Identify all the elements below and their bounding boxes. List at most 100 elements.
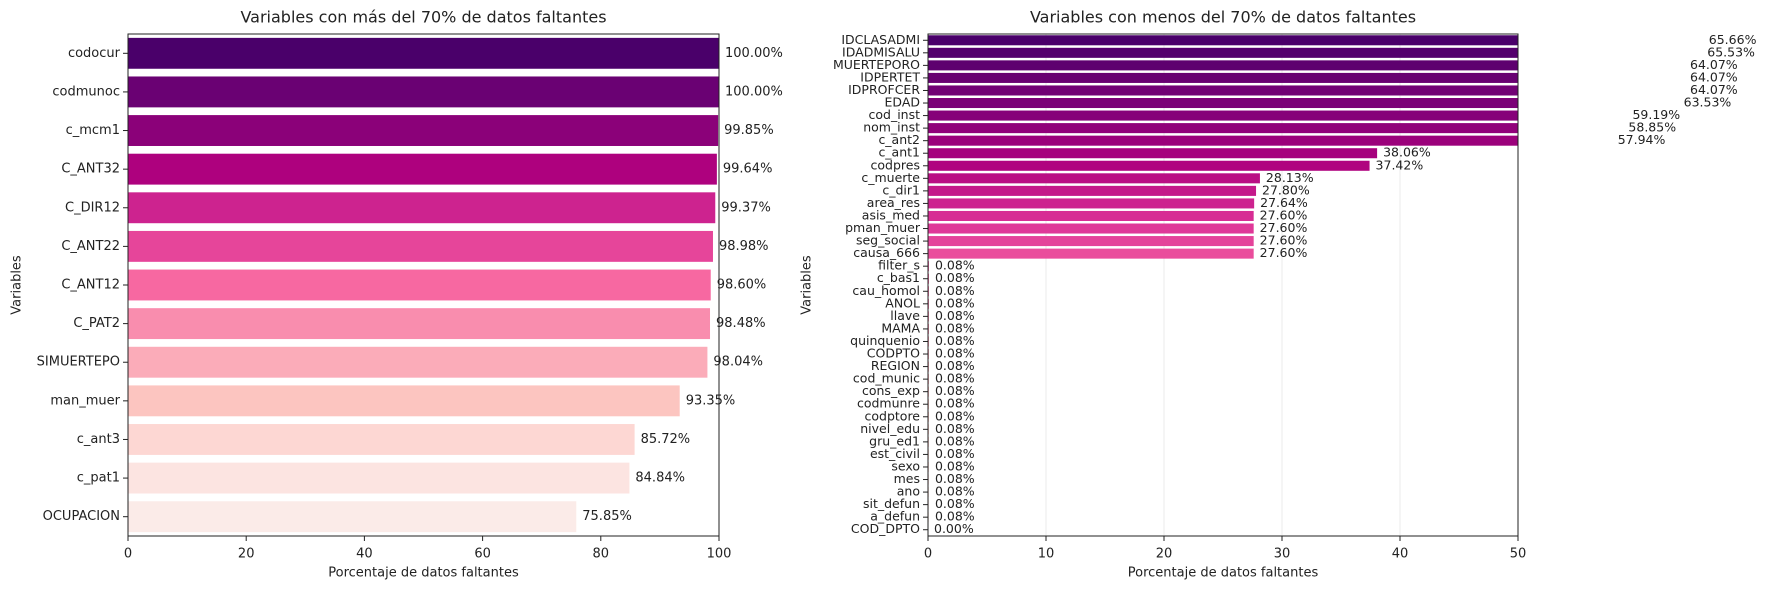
bars [128,37,719,533]
y-tick-label: IDCLASADMI [841,32,920,47]
value-label: 0.08% [935,446,975,461]
value-label: 98.60% [717,278,767,293]
y-tick-label: C_ANT32 [61,162,120,177]
y-tick-label: ano [897,484,920,499]
y-tick-label: codpres [871,157,920,172]
bar [128,230,713,262]
y-tick-label: mes [894,471,920,486]
value-label: 98.04% [713,355,763,370]
y-tick-label: IDPERTET [860,69,920,84]
value-label: 0.08% [935,358,975,373]
x-tick-label: 20 [238,547,255,562]
y-tick-label: c_mcm1 [66,123,120,138]
bar [928,198,1255,209]
bar [128,462,630,494]
x-axis-label: Porcentaje de datos faltantes [1128,566,1319,581]
y-tick-label: C_ANT12 [61,278,120,293]
y-tick-label: c_ant3 [77,432,120,447]
bar [928,236,1254,247]
bar [928,72,1518,83]
value-label: 0.08% [935,258,975,273]
y-tick-label: nivel_edu [860,421,920,436]
value-label: 99.37% [721,200,771,215]
y-tick-label: quinquenio [850,333,920,348]
axes-frame [127,33,720,537]
value-label: 0.00% [934,521,974,536]
bar [128,385,680,417]
value-label: 0.08% [935,320,975,335]
y-tick-label: C_PAT2 [73,316,120,331]
x-tick-label: 0 [924,547,932,562]
bar [928,210,1254,221]
value-label: 64.07% [1690,57,1738,72]
value-label: 98.48% [716,316,766,331]
bar [128,269,711,301]
y-tick-label: ANOL [885,295,920,310]
y-tick-label: codmunoc [52,84,120,99]
x-tick-label: 50 [1510,547,1527,562]
y-tick-label: codocur [68,46,121,61]
y-tick-label: cau_homol [852,283,920,298]
y-tick-label: EDAD [885,95,920,110]
value-label: 0.08% [935,433,975,448]
value-label: 100.00% [725,84,783,99]
value-label: 0.08% [935,346,975,361]
value-label: 0.08% [935,484,975,499]
x-tick-label: 40 [356,547,373,562]
bar [128,76,719,108]
x-axis-label: Porcentaje de datos faltantes [328,566,519,581]
value-label: 58.85% [1628,120,1676,135]
y-tick-label: IDADMISALU [842,44,920,59]
y-tick-label: MUERTEPORO [833,57,920,72]
value-label: 0.08% [935,308,975,323]
y-tick-label: filter_s [878,258,920,273]
value-label: 84.84% [635,471,685,486]
y-tick-label: man_muer [50,393,120,408]
value-label: 63.53% [1684,95,1732,110]
value-label: 27.64% [1260,195,1308,210]
bar [928,47,1518,58]
bar [928,123,1518,134]
axes-frame [927,33,1519,537]
value-label: 0.08% [935,371,975,386]
value-label: 0.08% [935,396,975,411]
value-label: 100.00% [725,46,783,61]
value-label: 99.64% [723,162,773,177]
bars [928,35,1518,523]
x-tick-label: 40 [1392,547,1409,562]
bar [928,248,1254,259]
bar [128,501,577,533]
bar [928,110,1518,121]
value-label: 0.08% [935,496,975,511]
bar [928,173,1260,184]
value-label: 28.13% [1266,170,1314,185]
y-tick-label: c_dir1 [882,182,920,197]
bar [128,37,719,69]
bar [928,98,1518,109]
y-tick-label: causa_666 [853,245,920,260]
y-tick-label: pman_muer [845,220,921,235]
value-label: 0.08% [935,509,975,524]
y-tick-label: cod_inst [868,107,920,122]
y-tick-label: CODPTO [867,346,920,361]
y-tick-label: codptore [865,408,921,423]
y-tick-label: area_res [867,195,920,210]
chart-title: Variables con más del 70% de datos falta… [240,8,606,27]
value-label: 0.08% [935,283,975,298]
value-label: 0.08% [935,421,975,436]
y-axis-label: Variables [10,255,25,315]
value-label: 27.80% [1262,182,1310,197]
value-label: 99.85% [724,123,774,138]
y-tick-label: llave [890,308,920,323]
bar [928,185,1257,196]
value-label: 0.08% [935,471,975,486]
y-tick-label: nom_inst [863,120,920,135]
value-label: 0.08% [935,270,975,285]
y-tick-label: codmunre [857,396,920,411]
y-tick-label: C_DIR12 [65,200,120,215]
x-tick-label: 10 [1038,547,1055,562]
x-tick-label: 0 [124,547,132,562]
value-label: 64.07% [1690,82,1738,97]
y-tick-label: OCUPACION [43,509,120,524]
bar [928,148,1378,159]
